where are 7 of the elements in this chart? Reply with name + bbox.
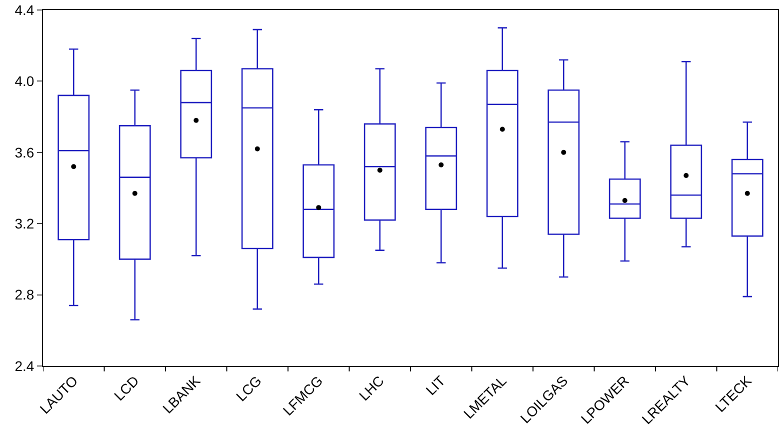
y-tick-label: 3.2 <box>14 216 34 232</box>
y-tick-label: 3.6 <box>14 144 34 160</box>
x-tick-label: LIT <box>422 372 449 398</box>
y-tick-label: 4.0 <box>14 73 34 90</box>
y-tick-label: 2.4 <box>14 358 34 374</box>
y-tick-label: 4.4 <box>14 2 34 18</box>
y-tick-label: 2.8 <box>14 286 34 303</box>
